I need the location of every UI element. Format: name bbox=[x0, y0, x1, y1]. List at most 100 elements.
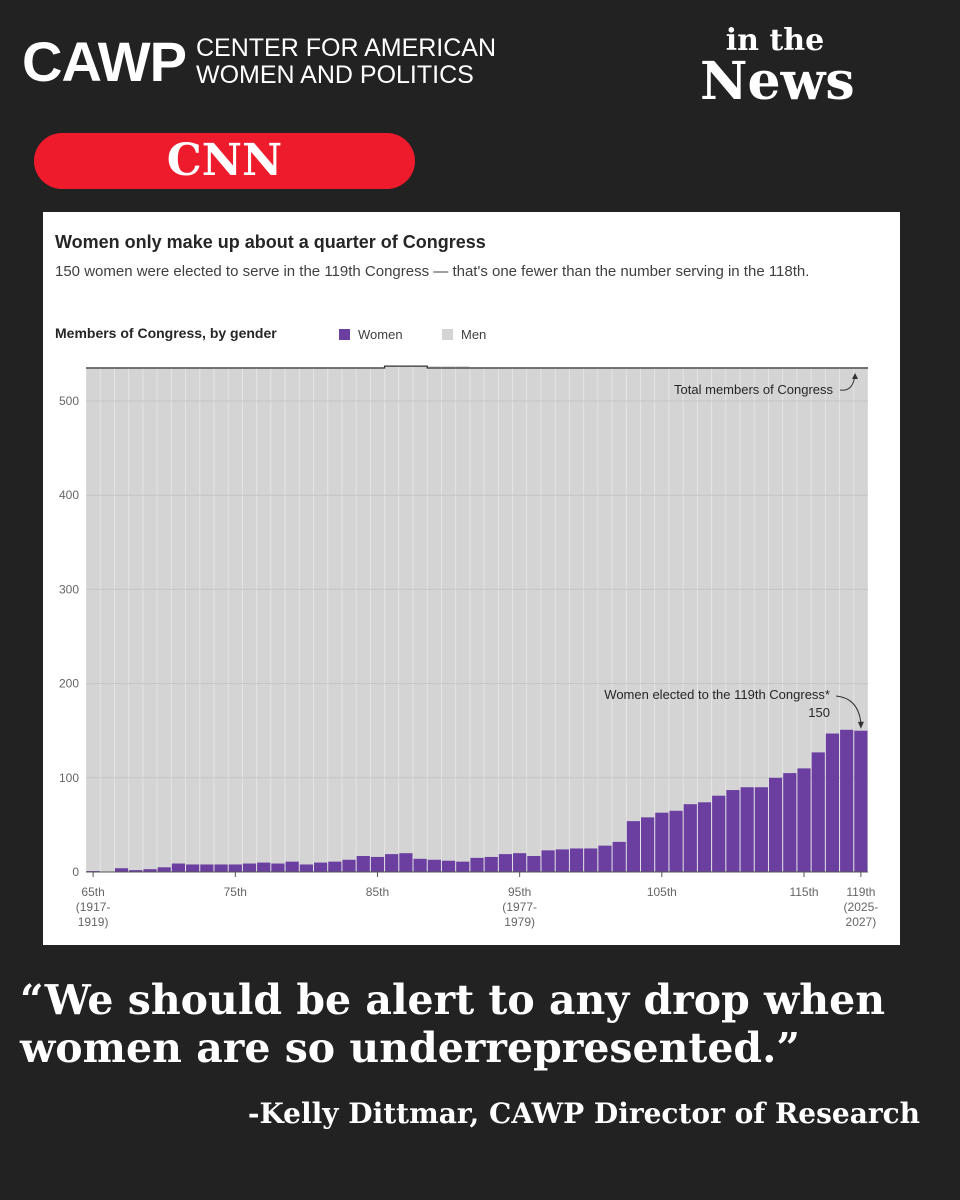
x-tick-sublabel: (1977- bbox=[502, 900, 537, 914]
bar-women bbox=[740, 787, 754, 872]
bar-women bbox=[825, 733, 840, 872]
bar-men bbox=[740, 368, 754, 788]
legend-item-men: Men bbox=[442, 327, 486, 342]
bar-women bbox=[513, 853, 527, 872]
bar-women bbox=[626, 821, 641, 872]
bar-men bbox=[100, 368, 114, 872]
bar-women bbox=[484, 856, 498, 872]
bar-men bbox=[527, 368, 541, 856]
logo-line-2: WOMEN AND POLITICS bbox=[196, 61, 474, 89]
bar-women bbox=[114, 868, 129, 872]
bar-men bbox=[697, 368, 712, 803]
bar-women bbox=[427, 859, 441, 872]
bar-men bbox=[114, 368, 129, 869]
x-tick-label: 119th bbox=[846, 885, 875, 899]
x-tick-sublabel: (2025- bbox=[844, 900, 879, 914]
y-tick-label: 100 bbox=[59, 771, 79, 785]
x-tick-sublabel: 2027) bbox=[846, 915, 877, 929]
bar-women bbox=[768, 777, 783, 872]
bar-women bbox=[242, 863, 257, 872]
bar-women bbox=[271, 863, 285, 872]
bar-men bbox=[768, 368, 783, 778]
bar-women bbox=[754, 787, 768, 872]
bar-women bbox=[726, 790, 740, 872]
source-pill: CNN bbox=[34, 133, 415, 189]
bar-men bbox=[754, 368, 768, 788]
bar-men bbox=[641, 368, 655, 818]
bar-women bbox=[655, 812, 669, 872]
legend-item-women: Women bbox=[339, 327, 403, 342]
bar-men bbox=[441, 366, 456, 861]
x-tick-label: 65th bbox=[81, 885, 104, 899]
x-tick-label: 95th bbox=[508, 885, 531, 899]
bar-men bbox=[342, 368, 356, 860]
bar-women bbox=[214, 864, 228, 872]
bar-women bbox=[399, 853, 413, 872]
bar-men bbox=[299, 368, 313, 865]
bar-men bbox=[157, 368, 171, 868]
annotation-women-value: 150 bbox=[808, 705, 830, 720]
cawp-logo: CAWP CENTER FOR AMERICAN WOMEN AND POLIT… bbox=[22, 34, 496, 90]
cawp-logo-text: CENTER FOR AMERICAN WOMEN AND POLITICS bbox=[196, 35, 496, 89]
quote-attribution: -Kelly Dittmar, CAWP Director of Researc… bbox=[247, 1097, 920, 1130]
bar-women bbox=[811, 752, 825, 872]
x-tick-sublabel: 1979) bbox=[504, 915, 535, 929]
bar-men bbox=[413, 366, 427, 859]
bar-men bbox=[484, 368, 498, 857]
bar-men bbox=[214, 368, 228, 865]
bar-women bbox=[797, 768, 811, 872]
bar-men bbox=[129, 368, 143, 871]
logo-line-1: CENTER FOR AMERICAN bbox=[196, 34, 497, 62]
bar-women bbox=[783, 773, 797, 872]
bar-men bbox=[598, 368, 612, 846]
bar-men bbox=[242, 368, 257, 864]
badge-big-text: News bbox=[700, 51, 855, 112]
bar-men bbox=[584, 368, 598, 849]
bar-men bbox=[555, 368, 569, 850]
total-members-line bbox=[86, 365, 868, 369]
chart-card: Women only make up about a quarter of Co… bbox=[43, 212, 900, 945]
bar-women bbox=[541, 850, 555, 872]
bar-men bbox=[171, 368, 186, 864]
bar-women bbox=[712, 795, 726, 872]
bar-women bbox=[555, 849, 569, 872]
bar-men bbox=[399, 366, 413, 854]
bar-women bbox=[257, 862, 271, 872]
y-tick-label: 0 bbox=[72, 865, 79, 879]
bar-men bbox=[811, 368, 825, 753]
bar-men bbox=[427, 366, 441, 860]
bar-women bbox=[498, 854, 513, 872]
bar-men bbox=[498, 368, 513, 855]
bar-women bbox=[683, 804, 697, 872]
bar-women bbox=[441, 860, 456, 872]
annotation-women-arrow bbox=[835, 695, 862, 723]
bar-women bbox=[584, 848, 598, 872]
bar-men bbox=[626, 368, 641, 822]
bar-women bbox=[157, 867, 171, 872]
bar-women bbox=[385, 854, 399, 872]
bar-women bbox=[413, 858, 427, 872]
bar-women bbox=[228, 864, 242, 872]
bar-men bbox=[541, 368, 555, 851]
y-tick-label: 300 bbox=[59, 582, 79, 596]
legend-swatch-men bbox=[442, 329, 453, 340]
x-tick-sublabel: (1917- bbox=[76, 900, 111, 914]
in-the-news-badge: in the News bbox=[700, 23, 855, 112]
bar-men bbox=[200, 368, 214, 865]
bar-men bbox=[456, 366, 470, 862]
chart-subtitle: 150 women were elected to serve in the 1… bbox=[55, 263, 810, 280]
badge-small-text: in the bbox=[725, 23, 825, 58]
bar-men bbox=[257, 368, 271, 863]
bar-men bbox=[356, 368, 370, 856]
bar-men bbox=[143, 368, 157, 870]
bar-women bbox=[854, 730, 868, 872]
y-tick-label: 500 bbox=[59, 394, 79, 408]
bar-women bbox=[569, 848, 584, 872]
bar-women bbox=[598, 845, 612, 872]
bar-women bbox=[840, 729, 854, 872]
bar-women bbox=[697, 802, 712, 872]
bar-men bbox=[513, 368, 527, 854]
bar-women bbox=[143, 869, 157, 872]
x-tick-label: 115th bbox=[789, 885, 818, 899]
bar-women bbox=[328, 861, 342, 872]
